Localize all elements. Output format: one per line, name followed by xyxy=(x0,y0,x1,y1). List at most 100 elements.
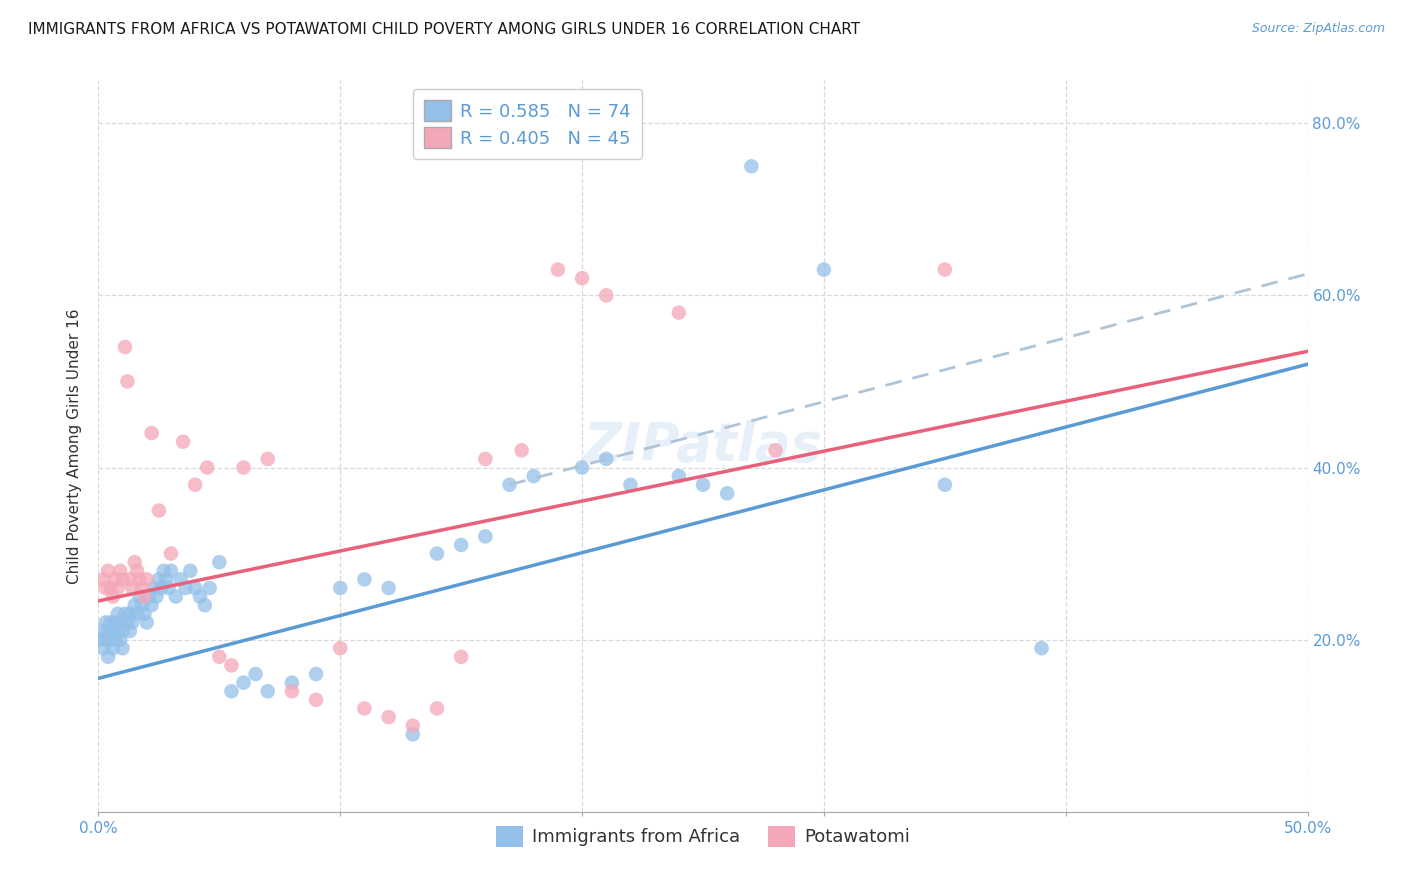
Y-axis label: Child Poverty Among Girls Under 16: Child Poverty Among Girls Under 16 xyxy=(67,309,83,583)
Point xyxy=(377,710,399,724)
Point xyxy=(107,624,129,638)
Point xyxy=(208,649,231,664)
Point xyxy=(145,590,167,604)
Point xyxy=(377,581,399,595)
Point xyxy=(128,590,150,604)
Text: Source: ZipAtlas.com: Source: ZipAtlas.com xyxy=(1251,22,1385,36)
Point xyxy=(402,727,425,741)
Point xyxy=(131,598,153,612)
Point xyxy=(108,564,131,578)
Point xyxy=(118,573,141,587)
Point xyxy=(114,607,136,621)
Point xyxy=(111,641,134,656)
Point xyxy=(232,460,254,475)
Point xyxy=(118,607,141,621)
Text: ZIPatlas: ZIPatlas xyxy=(583,420,823,472)
Point xyxy=(329,641,352,656)
Point xyxy=(619,477,641,491)
Point xyxy=(716,486,738,500)
Point xyxy=(97,564,120,578)
Point xyxy=(668,469,690,483)
Point xyxy=(117,375,139,389)
Point xyxy=(179,564,201,578)
Point xyxy=(157,581,180,595)
Point xyxy=(94,581,117,595)
Point xyxy=(97,649,120,664)
Point xyxy=(547,262,569,277)
Point xyxy=(97,624,120,638)
Point xyxy=(450,538,472,552)
Point xyxy=(174,581,197,595)
Point xyxy=(118,624,141,638)
Point xyxy=(128,573,150,587)
Point xyxy=(329,581,352,595)
Point xyxy=(172,434,194,449)
Point xyxy=(595,451,617,466)
Point xyxy=(668,305,690,319)
Point xyxy=(148,503,170,517)
Point xyxy=(131,581,153,595)
Point xyxy=(108,632,131,647)
Point xyxy=(91,641,114,656)
Point xyxy=(232,675,254,690)
Point xyxy=(152,564,174,578)
Point xyxy=(100,581,122,595)
Point xyxy=(765,443,787,458)
Point xyxy=(94,615,117,630)
Legend: Immigrants from Africa, Potawatomi: Immigrants from Africa, Potawatomi xyxy=(489,819,917,854)
Point xyxy=(104,632,127,647)
Point xyxy=(107,581,129,595)
Point xyxy=(138,590,160,604)
Point xyxy=(155,573,177,587)
Point xyxy=(90,632,112,647)
Point xyxy=(117,615,139,630)
Point xyxy=(124,598,146,612)
Point xyxy=(101,624,124,638)
Text: IMMIGRANTS FROM AFRICA VS POTAWATOMI CHILD POVERTY AMONG GIRLS UNDER 16 CORRELAT: IMMIGRANTS FROM AFRICA VS POTAWATOMI CHI… xyxy=(28,22,860,37)
Point xyxy=(141,598,163,612)
Point xyxy=(692,477,714,491)
Point xyxy=(94,632,117,647)
Point xyxy=(353,701,375,715)
Point xyxy=(135,573,157,587)
Point xyxy=(934,262,956,277)
Point xyxy=(498,477,520,491)
Point xyxy=(194,598,217,612)
Point xyxy=(198,581,221,595)
Point xyxy=(245,667,267,681)
Point xyxy=(100,632,122,647)
Point xyxy=(571,271,593,285)
Point xyxy=(523,469,546,483)
Point xyxy=(740,159,762,173)
Point xyxy=(450,649,472,664)
Point xyxy=(107,607,129,621)
Point xyxy=(104,573,127,587)
Point xyxy=(100,615,122,630)
Point xyxy=(135,615,157,630)
Point xyxy=(184,581,207,595)
Point xyxy=(281,684,304,698)
Point xyxy=(256,684,278,698)
Point xyxy=(474,529,496,543)
Point xyxy=(101,590,124,604)
Point xyxy=(134,590,156,604)
Point xyxy=(114,340,136,354)
Point xyxy=(101,641,124,656)
Point xyxy=(256,451,278,466)
Point xyxy=(165,590,187,604)
Point xyxy=(281,675,304,690)
Point xyxy=(111,624,134,638)
Point xyxy=(91,624,114,638)
Point xyxy=(184,477,207,491)
Point xyxy=(571,460,593,475)
Point xyxy=(111,573,134,587)
Point xyxy=(195,460,218,475)
Point xyxy=(121,581,143,595)
Point xyxy=(127,607,149,621)
Point xyxy=(305,667,328,681)
Point xyxy=(104,615,127,630)
Point xyxy=(169,573,191,587)
Point xyxy=(221,684,243,698)
Point xyxy=(148,573,170,587)
Point xyxy=(305,693,328,707)
